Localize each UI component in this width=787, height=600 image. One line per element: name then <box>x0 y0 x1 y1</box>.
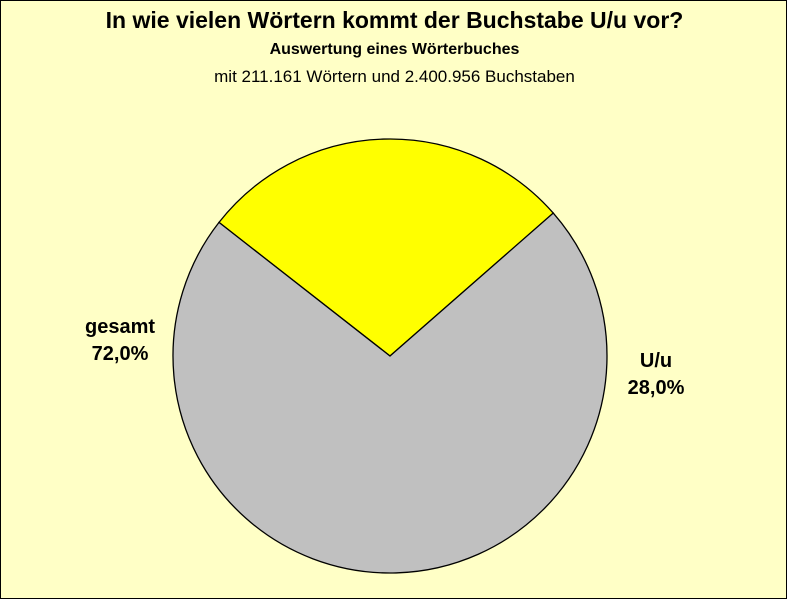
pie-slice-gesamt <box>172 212 608 574</box>
pie-slice-u <box>218 138 555 357</box>
slice-label: gesamt <box>85 316 155 338</box>
slice-label: U/u <box>640 350 672 372</box>
chart-subtitle-details: mit 211.161 Wörtern und 2.400.956 Buchst… <box>214 67 575 86</box>
slice-value-label: 28,0% <box>628 377 685 399</box>
slice-value-label: 72,0% <box>92 343 149 365</box>
chart-subtitle: Auswertung eines Wörterbuches <box>269 41 520 58</box>
chart-title: In wie vielen Wörtern kommt der Buchstab… <box>105 7 684 33</box>
